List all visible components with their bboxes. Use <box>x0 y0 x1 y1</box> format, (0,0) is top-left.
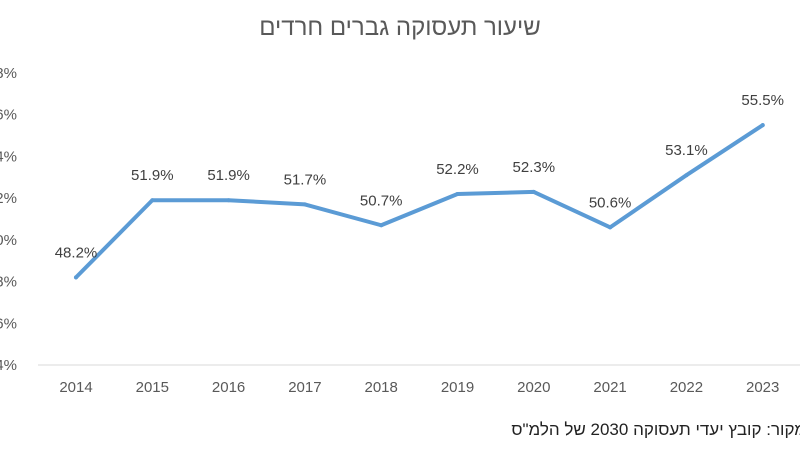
x-tick-label: 2015 <box>136 379 169 396</box>
data-point <box>379 223 384 228</box>
data-point <box>608 225 613 230</box>
x-tick-label: 2022 <box>670 379 703 396</box>
x-tick-label: 2023 <box>746 379 779 396</box>
data-label: 51.7% <box>284 171 327 188</box>
data-label: 50.7% <box>360 192 403 209</box>
x-tick-label: 2020 <box>517 379 550 396</box>
x-tick-label: 2018 <box>365 379 398 396</box>
y-tick-label: 46% <box>0 315 17 332</box>
data-label: 53.1% <box>665 142 708 159</box>
y-tick-label: 44% <box>0 357 17 374</box>
data-label: 55.5% <box>741 92 784 109</box>
y-tick-label: 52% <box>0 190 17 207</box>
chart-title: שיעור תעסוקה גברים חרדים <box>259 14 541 41</box>
x-tick-label: 2019 <box>441 379 474 396</box>
y-tick-label: 48% <box>0 274 17 291</box>
data-label: 48.2% <box>55 244 98 261</box>
data-label: 51.9% <box>207 167 250 184</box>
data-point <box>531 189 536 194</box>
y-tick-label: 54% <box>0 148 17 165</box>
data-point <box>455 191 460 196</box>
data-label: 52.2% <box>436 161 479 178</box>
data-point <box>226 198 231 203</box>
data-point <box>150 198 155 203</box>
x-tick-label: 2017 <box>288 379 321 396</box>
x-tick-label: 2016 <box>212 379 245 396</box>
x-tick-label: 2021 <box>593 379 626 396</box>
x-tick-label: 2014 <box>59 379 92 396</box>
data-point <box>74 275 78 280</box>
data-label: 51.9% <box>131 167 174 184</box>
data-point <box>684 173 689 178</box>
data-point <box>302 202 307 207</box>
data-point <box>760 123 765 128</box>
data-label: 52.3% <box>513 159 556 176</box>
y-tick-label: 50% <box>0 232 17 249</box>
source-note: מקור: קובץ יעדי תעסוקה 2030 של הלמ"ס <box>511 420 800 439</box>
data-label: 50.6% <box>589 194 632 211</box>
y-tick-label: 58% <box>0 65 17 82</box>
series-line <box>74 123 765 280</box>
y-tick-label: 56% <box>0 107 17 124</box>
